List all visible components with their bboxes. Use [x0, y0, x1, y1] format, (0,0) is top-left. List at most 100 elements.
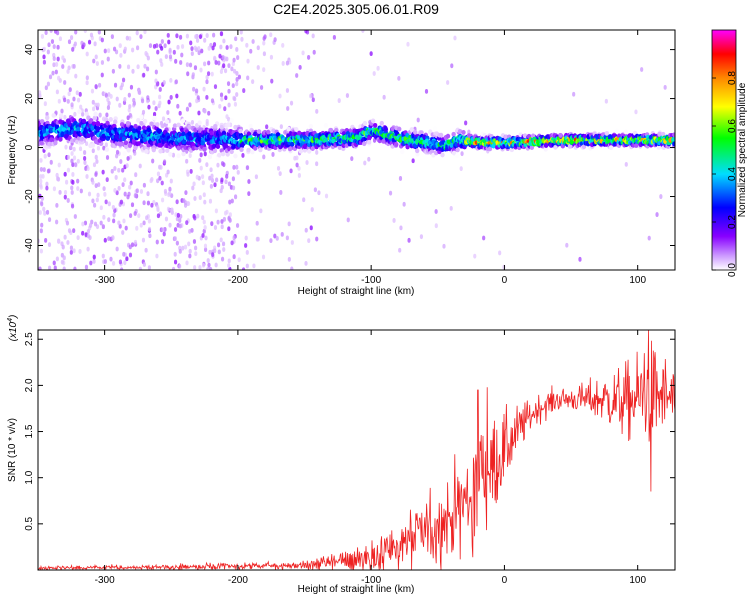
spectrogram-cell [305, 160, 309, 165]
spectrogram-cell [173, 251, 177, 257]
spectrogram-cell [179, 60, 183, 65]
spectrogram-cell [102, 186, 106, 192]
spectrogram-cell [79, 104, 83, 110]
spectrogram-cell [438, 132, 444, 138]
spectrogram-cell [39, 140, 44, 146]
spectrogram-cell [210, 173, 214, 179]
spectrogram-cell [219, 92, 224, 98]
spectrogram-cell [54, 124, 60, 129]
spectrogram-cell [47, 265, 52, 270]
spectrogram-cell [181, 151, 186, 157]
spectrogram-cell [232, 254, 236, 260]
spectrogram-cell [147, 226, 152, 232]
spectrogram-cell [179, 127, 185, 133]
spectrogram-cell [136, 64, 140, 70]
spectrogram-cell [94, 172, 98, 177]
spectrogram-cell [121, 182, 125, 188]
colorbar-tick-label: 0.2 [727, 215, 738, 229]
spectrogram-cell [482, 235, 486, 241]
spectrogram-cell [400, 149, 405, 155]
spectrogram-cell [301, 50, 305, 56]
colorbar-gradient [711, 29, 737, 271]
spectrogram-cell [71, 172, 75, 177]
spectrogram-cell [256, 129, 262, 134]
spectrogram-cell [217, 60, 221, 66]
spectrogram-cell [345, 93, 350, 98]
spectrogram-cell [311, 33, 315, 39]
spectrogram-cell [217, 249, 221, 255]
spectrogram-cell [279, 190, 283, 195]
spectrogram-cell [39, 119, 45, 124]
spectrogram-cell [139, 114, 144, 120]
spectrogram-cell [183, 244, 188, 250]
spectrogram-cell [42, 59, 47, 65]
spectrogram-cell [160, 62, 164, 67]
spectrogram-cell [65, 220, 70, 226]
spectrogram-cell [96, 145, 101, 151]
spectrogram-cell [297, 173, 301, 178]
spectrogram-cell [98, 112, 102, 118]
spectrogram-cell [63, 190, 68, 195]
spectrogram-cell [58, 189, 62, 195]
spectrogram-cell [125, 256, 129, 262]
spectrogram-cell [558, 133, 563, 138]
spectrogram-cell [123, 140, 129, 146]
spectrogram-cell [40, 195, 45, 201]
spectrogram-cell [191, 185, 195, 191]
spectrogram-cell [141, 237, 146, 243]
spectrogram-cell [188, 253, 192, 259]
spectrogram-cell [110, 168, 114, 174]
y-tick-label: 20 [24, 93, 35, 105]
spectrogram-cell [85, 80, 89, 86]
spectrogram-cell [255, 236, 259, 242]
spectrogram-cell [225, 151, 230, 157]
spectrogram-cell [166, 206, 171, 212]
x-tick-label: -100 [361, 275, 381, 286]
spectrogram-cell [252, 263, 256, 269]
x-tick-label: -300 [95, 275, 115, 286]
spectrogram-cell [160, 180, 164, 186]
spectrogram-cell [118, 43, 122, 48]
spectrogram-cell [106, 97, 110, 103]
spectrogram-cell [227, 258, 231, 264]
spectrogram-cell [51, 113, 56, 118]
spectrogram-cell [211, 143, 217, 149]
spectrogram-cell [399, 225, 403, 231]
spectrogram-cell [285, 88, 290, 93]
spectrogram-cell [215, 144, 221, 149]
spectrogram-cell [197, 120, 202, 126]
spectrogram-cell [39, 167, 44, 172]
spectrogram-cell [178, 263, 182, 269]
spectrogram-cell [54, 69, 58, 75]
spectrogram-cell [176, 212, 180, 218]
spectrogram-cell [173, 236, 178, 242]
spectrogram-cell [180, 118, 186, 124]
spectrogram-cell [224, 95, 228, 101]
spectrogram-cell [144, 149, 149, 154]
spectrogram-cell [317, 190, 321, 196]
spectrogram-cell [407, 237, 411, 243]
spectrogram-cell [158, 148, 163, 154]
spectrogram-cell [181, 245, 185, 251]
spectrogram-cell [73, 162, 78, 168]
spectrogram-cell [253, 131, 258, 137]
spectrogram-cell [227, 181, 232, 187]
spectrogram-cell [376, 65, 380, 71]
spectrogram-cell [207, 154, 213, 160]
spectrogram-cell [97, 30, 101, 35]
spectrogram-cell [102, 214, 106, 220]
spectrogram-cell [227, 63, 231, 69]
spectrogram-cell [394, 142, 399, 147]
spectrogram-cell [245, 165, 250, 171]
spectrogram-cell [133, 193, 137, 198]
spectrogram-cell [253, 145, 258, 151]
spectrogram-cell [182, 198, 186, 204]
spectrogram-cell [85, 75, 89, 81]
spectrogram-cell [205, 79, 209, 85]
spectrogram-cell [156, 204, 160, 210]
spectrogram-cell [216, 219, 220, 225]
spectrogram-cell [190, 46, 194, 52]
spectrogram-cell [315, 150, 319, 155]
spectrogram-cell [44, 30, 48, 36]
spectrogram-cell [233, 153, 238, 159]
